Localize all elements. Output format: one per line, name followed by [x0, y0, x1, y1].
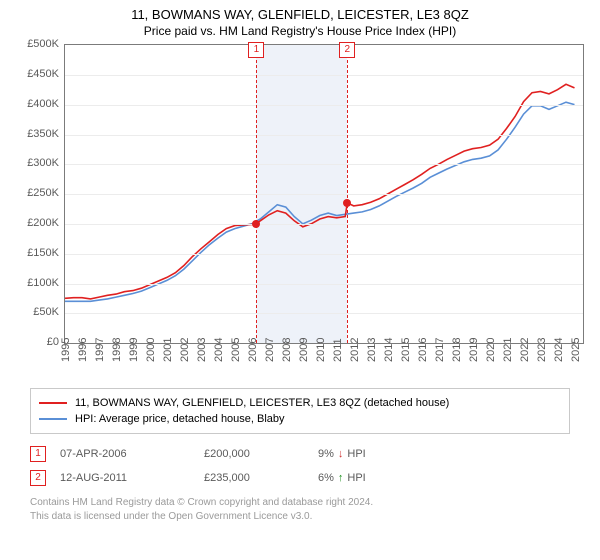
x-tick-label: 2021 — [502, 338, 514, 362]
legend-swatch — [39, 402, 67, 404]
x-tick-label: 2007 — [264, 338, 276, 362]
sale-price: £200,000 — [204, 448, 304, 460]
y-tick-label: £250K — [27, 187, 59, 199]
sales-table: 1 07-APR-2006 £200,000 9% ↓HPI 2 12-AUG-2011 £2… — [30, 442, 570, 490]
gridline — [65, 105, 583, 106]
x-tick-label: 2014 — [383, 338, 395, 362]
x-tick-label: 2012 — [349, 338, 361, 362]
x-tick-label: 2000 — [145, 338, 157, 362]
y-tick-label: £300K — [27, 157, 59, 169]
x-tick-label: 2005 — [230, 338, 242, 362]
x-tick-label: 2006 — [247, 338, 259, 362]
y-tick-label: £50K — [33, 306, 59, 318]
footer-attribution-1: Contains HM Land Registry data © Crown c… — [30, 496, 570, 510]
x-tick-label: 2023 — [536, 338, 548, 362]
sale-marker-line — [256, 45, 257, 343]
y-tick-label: £0 — [47, 336, 59, 348]
sale-delta-pct: 6% — [318, 472, 334, 484]
sale-marker-flag: 2 — [339, 42, 355, 58]
x-tick-label: 2020 — [485, 338, 497, 362]
plot-area: 12 — [64, 44, 584, 344]
x-tick-label: 2013 — [366, 338, 378, 362]
chart-box: 12 £0£50K£100K£150K£200K£250K£300K£350K£… — [16, 44, 584, 380]
x-tick-label: 2024 — [553, 338, 565, 362]
legend-label: 11, BOWMANS WAY, GLENFIELD, LEICESTER, L… — [75, 397, 449, 409]
y-tick-label: £100K — [27, 277, 59, 289]
sale-marker-dot — [343, 199, 351, 207]
x-tick-label: 2016 — [417, 338, 429, 362]
legend-label: HPI: Average price, detached house, Blab… — [75, 413, 285, 425]
legend-swatch — [39, 418, 67, 420]
x-tick-label: 2011 — [332, 339, 344, 363]
gridline — [65, 194, 583, 195]
series-hpi — [65, 102, 575, 301]
sale-marker-flag: 1 — [248, 42, 264, 58]
sale-row-marker: 1 — [30, 446, 46, 462]
sale-price: £235,000 — [204, 472, 304, 484]
x-tick-label: 2022 — [519, 338, 531, 362]
chart-title: 11, BOWMANS WAY, GLENFIELD, LEICESTER, L… — [10, 6, 590, 24]
x-tick-label: 2017 — [434, 338, 446, 362]
x-tick-label: 1999 — [128, 338, 140, 362]
x-tick-label: 2015 — [400, 338, 412, 362]
x-tick-label: 1996 — [77, 338, 89, 362]
arrow-up-icon: ↑ — [338, 472, 344, 484]
sale-delta-vs: HPI — [347, 472, 365, 484]
legend: 11, BOWMANS WAY, GLENFIELD, LEICESTER, L… — [30, 388, 570, 434]
x-tick-label: 1998 — [111, 338, 123, 362]
sale-row: 1 07-APR-2006 £200,000 9% ↓HPI — [30, 442, 570, 466]
y-tick-label: £150K — [27, 247, 59, 259]
legend-item: 11, BOWMANS WAY, GLENFIELD, LEICESTER, L… — [39, 395, 561, 411]
x-tick-label: 2008 — [281, 338, 293, 362]
x-tick-label: 2004 — [213, 338, 225, 362]
gridline — [65, 284, 583, 285]
footer-attribution-2: This data is licensed under the Open Gov… — [30, 510, 570, 524]
sale-date: 12-AUG-2011 — [60, 472, 190, 484]
x-tick-label: 2019 — [468, 338, 480, 362]
x-tick-label: 2025 — [570, 338, 582, 362]
x-tick-label: 2003 — [196, 338, 208, 362]
chart-subtitle: Price paid vs. HM Land Registry's House … — [10, 24, 590, 38]
x-tick-label: 1995 — [60, 338, 72, 362]
arrow-down-icon: ↓ — [338, 448, 344, 460]
y-tick-label: £500K — [27, 38, 59, 50]
sale-marker-dot — [252, 220, 260, 228]
gridline — [65, 313, 583, 314]
y-tick-label: £400K — [27, 98, 59, 110]
x-tick-label: 2001 — [162, 338, 174, 362]
sale-delta-vs: HPI — [347, 448, 365, 460]
gridline — [65, 75, 583, 76]
sale-delta-pct: 9% — [318, 448, 334, 460]
sale-row-marker: 2 — [30, 470, 46, 486]
y-tick-label: £450K — [27, 68, 59, 80]
chart-container: 11, BOWMANS WAY, GLENFIELD, LEICESTER, L… — [0, 0, 600, 534]
y-tick-label: £200K — [27, 217, 59, 229]
gridline — [65, 164, 583, 165]
sale-delta: 9% ↓HPI — [318, 448, 438, 460]
sale-delta: 6% ↑HPI — [318, 472, 438, 484]
x-tick-label: 1997 — [94, 338, 106, 362]
x-tick-label: 2009 — [298, 338, 310, 362]
gridline — [65, 254, 583, 255]
series-price_paid — [65, 84, 575, 299]
legend-item: HPI: Average price, detached house, Blab… — [39, 411, 561, 427]
x-tick-label: 2010 — [315, 338, 327, 362]
gridline — [65, 224, 583, 225]
x-tick-label: 2002 — [179, 338, 191, 362]
sale-row: 2 12-AUG-2011 £235,000 6% ↑HPI — [30, 466, 570, 490]
gridline — [65, 135, 583, 136]
y-tick-label: £350K — [27, 128, 59, 140]
sale-marker-line — [347, 45, 348, 343]
sale-date: 07-APR-2006 — [60, 448, 190, 460]
x-tick-label: 2018 — [451, 338, 463, 362]
